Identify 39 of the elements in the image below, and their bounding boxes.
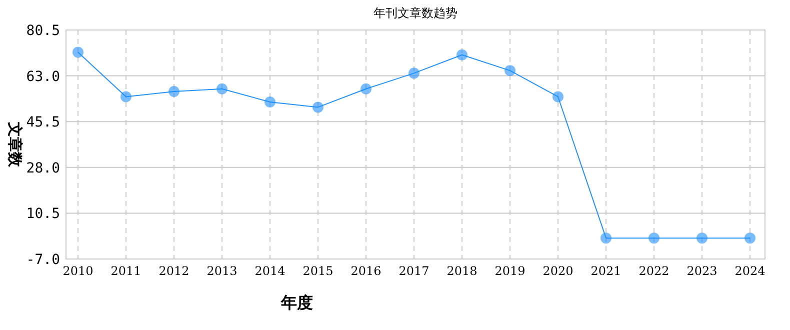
x-tick-label: 2018 bbox=[446, 264, 478, 278]
point bbox=[120, 91, 132, 102]
point bbox=[552, 91, 564, 102]
x-tick-label: 2015 bbox=[302, 264, 334, 278]
x-tick-label: 2019 bbox=[494, 264, 526, 278]
x-tick-label: 2020 bbox=[542, 264, 574, 278]
y-tick-label: 10.5 bbox=[26, 206, 60, 222]
x-tick-label: 2012 bbox=[158, 264, 190, 278]
y-tick-label: -7.0 bbox=[26, 252, 60, 268]
point bbox=[456, 49, 468, 60]
y-tick-label: 80.5 bbox=[26, 23, 60, 39]
point bbox=[360, 83, 372, 94]
point bbox=[696, 232, 708, 244]
point bbox=[216, 83, 228, 94]
x-tick-label: 2014 bbox=[254, 264, 286, 278]
x-tick-label: 2017 bbox=[398, 264, 430, 278]
x-tick-label: 2024 bbox=[734, 264, 766, 278]
x-tick-label: 2011 bbox=[110, 264, 142, 278]
point bbox=[408, 68, 420, 79]
point bbox=[744, 232, 756, 244]
y-axis-title: 文章数 bbox=[6, 121, 24, 168]
x-tick-label: 2013 bbox=[206, 264, 238, 278]
x-tick-label: 2023 bbox=[686, 264, 718, 278]
x-tick-label: 2022 bbox=[638, 264, 670, 278]
y-tick-label: 63.0 bbox=[26, 68, 60, 85]
point bbox=[168, 86, 180, 98]
y-tick-label: 28.0 bbox=[26, 160, 60, 176]
point bbox=[264, 96, 276, 108]
point bbox=[312, 102, 324, 113]
point bbox=[504, 65, 516, 76]
point bbox=[600, 232, 612, 244]
point bbox=[648, 232, 660, 244]
x-tick-label: 2021 bbox=[590, 264, 622, 278]
x-tick-label: 2010 bbox=[62, 264, 94, 278]
y-tick-label: 45.5 bbox=[26, 114, 60, 131]
x-tick-label: 2016 bbox=[350, 264, 382, 278]
point bbox=[72, 46, 84, 58]
x-axis-title: 年度 bbox=[280, 293, 313, 312]
chart-title: 年刊文章数趋势 bbox=[374, 6, 458, 20]
